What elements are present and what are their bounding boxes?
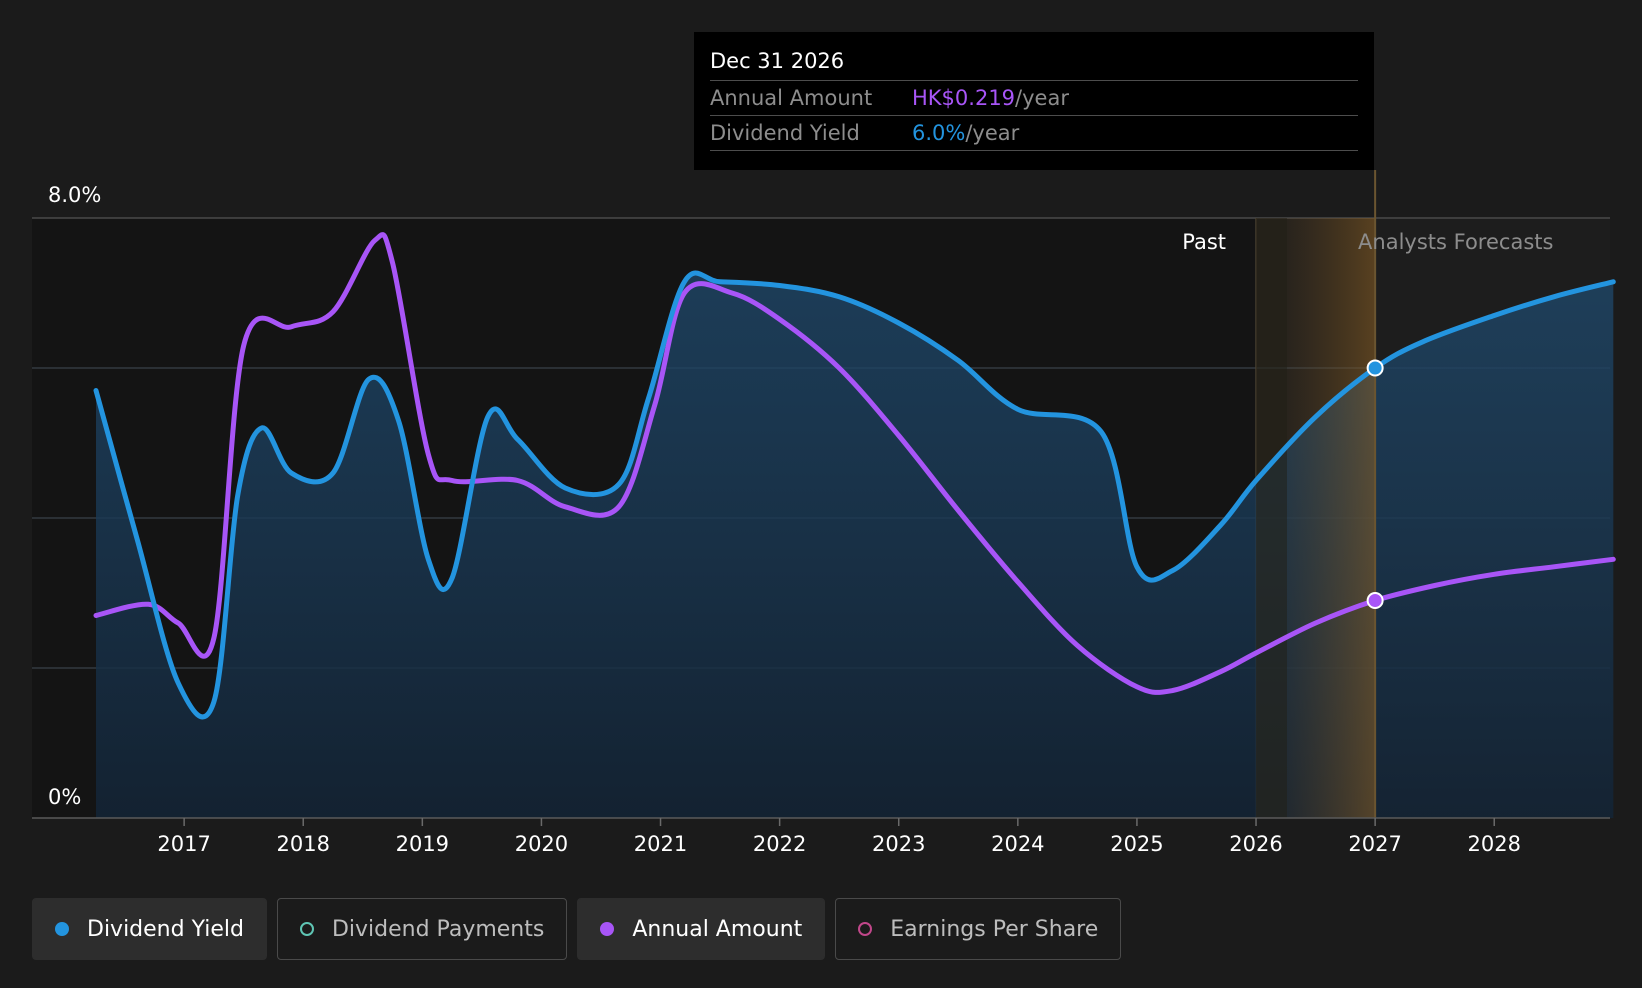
past-band — [1256, 218, 1287, 818]
dividend-yield-marker — [1366, 359, 1384, 377]
tooltip-unit: /year — [965, 121, 1020, 145]
x-tick-label: 2021 — [634, 832, 687, 856]
dividend-yield-area — [96, 273, 1614, 818]
x-tick-label: 2025 — [1110, 832, 1163, 856]
forecast-band — [1287, 218, 1376, 818]
legend-label: Earnings Per Share — [890, 916, 1099, 942]
tooltip-unit: /year — [1015, 86, 1069, 110]
tooltip-row-dividend-yield: Dividend Yield 6.0% /year — [710, 116, 1358, 151]
legend-earnings-per-share[interactable]: Earnings Per Share — [835, 898, 1122, 960]
legend-annual-amount[interactable]: Annual Amount — [577, 898, 826, 960]
y-tick-label: 0% — [48, 785, 81, 809]
tooltip-value: 6.0% — [912, 121, 966, 145]
legend: Dividend Yield Dividend Payments Annual … — [32, 898, 1122, 960]
dot-icon — [600, 922, 615, 936]
legend-dividend-payments[interactable]: Dividend Payments — [276, 898, 568, 960]
ring-icon — [858, 922, 873, 936]
tooltip-row-annual-amount: Annual Amount HK$0.219 /year — [710, 81, 1358, 116]
legend-dividend-yield[interactable]: Dividend Yield — [32, 898, 267, 960]
annual-amount-marker — [1366, 592, 1384, 609]
y-tick-label: 8.0% — [48, 183, 101, 207]
tooltip-label: Dividend Yield — [710, 121, 860, 145]
legend-label: Dividend Payments — [331, 916, 545, 942]
past-label: Past — [1182, 230, 1226, 254]
x-tick-label: 2026 — [1229, 832, 1282, 856]
legend-label: Annual Amount — [632, 916, 803, 942]
tooltip-label: Annual Amount — [710, 86, 873, 110]
x-tick-label: 2027 — [1348, 832, 1401, 856]
legend-label: Dividend Yield — [87, 916, 244, 942]
dot-icon — [55, 922, 69, 936]
tooltip-date: Dec 31 2026 — [710, 46, 1358, 81]
tooltip-value: HK$0.219 — [912, 86, 1016, 110]
x-tick-label: 2024 — [991, 832, 1044, 856]
annual-amount-line — [93, 232, 1616, 695]
ring-icon — [299, 922, 314, 936]
dividend-yield-line — [93, 270, 1616, 720]
forecast-label: Analysts Forecasts — [1358, 230, 1553, 254]
x-tick-label: 2023 — [872, 832, 925, 856]
x-tick-label: 2018 — [277, 832, 330, 856]
x-tick-label: 2019 — [396, 832, 449, 856]
tooltip: Dec 31 2026 Annual Amount HK$0.219 /year… — [694, 32, 1374, 170]
x-tick-label: 2022 — [753, 832, 806, 856]
x-tick-label: 2017 — [157, 832, 210, 856]
x-tick-label: 2028 — [1468, 832, 1521, 856]
x-tick-label: 2020 — [515, 832, 568, 856]
